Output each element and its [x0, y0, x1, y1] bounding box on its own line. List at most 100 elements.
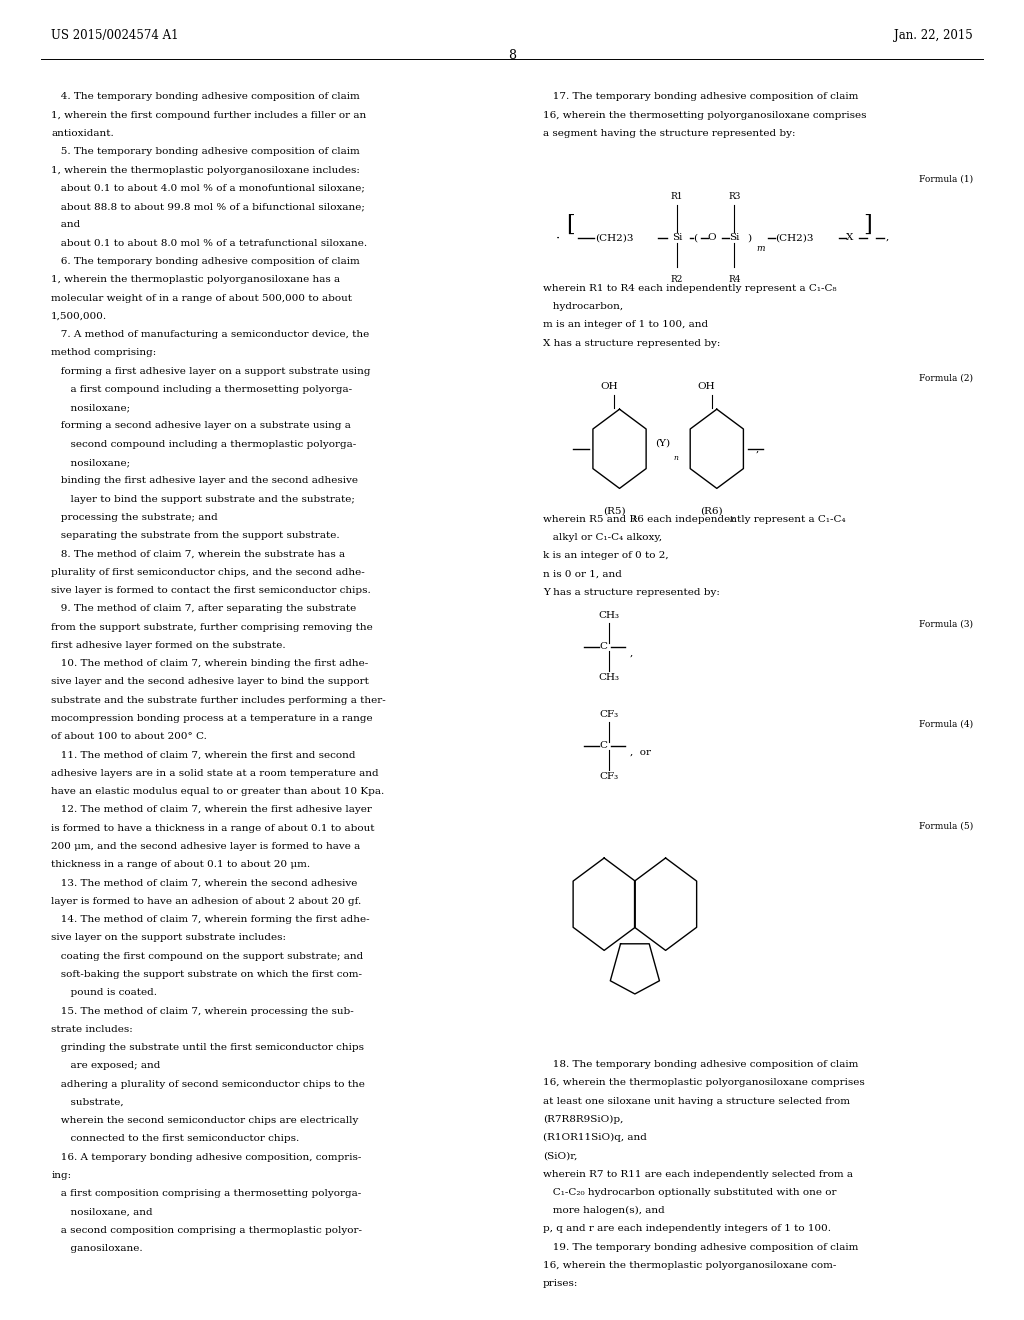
Text: a segment having the structure represented by:: a segment having the structure represent…	[543, 129, 796, 139]
Text: method comprising:: method comprising:	[51, 348, 157, 358]
Text: about 0.1 to about 8.0 mol % of a tetrafunctional siloxane.: about 0.1 to about 8.0 mol % of a tetraf…	[51, 239, 368, 248]
Text: 19. The temporary bonding adhesive composition of claim: 19. The temporary bonding adhesive compo…	[543, 1243, 858, 1251]
Text: k is an integer of 0 to 2,: k is an integer of 0 to 2,	[543, 552, 669, 561]
Text: (CH2)3: (CH2)3	[775, 234, 814, 242]
Text: (R5): (R5)	[603, 507, 626, 516]
Text: of about 100 to about 200° C.: of about 100 to about 200° C.	[51, 733, 207, 742]
Text: (CH2)3: (CH2)3	[595, 234, 634, 242]
Text: Si: Si	[672, 234, 682, 242]
Text: R4: R4	[728, 275, 740, 284]
Text: CF₃: CF₃	[600, 710, 618, 719]
Text: alkyl or C₁-C₄ alkoxy,: alkyl or C₁-C₄ alkoxy,	[543, 533, 662, 543]
Text: wherein the second semiconductor chips are electrically: wherein the second semiconductor chips a…	[51, 1117, 358, 1125]
Text: 8. The method of claim 7, wherein the substrate has a: 8. The method of claim 7, wherein the su…	[51, 549, 345, 558]
Text: 7. A method of manufacturing a semiconductor device, the: 7. A method of manufacturing a semicondu…	[51, 330, 370, 339]
Text: layer is formed to have an adhesion of about 2 about 20 gf.: layer is formed to have an adhesion of a…	[51, 896, 361, 906]
Text: Formula (1): Formula (1)	[919, 174, 973, 183]
Text: layer to bind the support substrate and the substrate;: layer to bind the support substrate and …	[51, 495, 355, 504]
Text: about 0.1 to about 4.0 mol % of a monofuntional siloxane;: about 0.1 to about 4.0 mol % of a monofu…	[51, 183, 366, 193]
Text: connected to the first semiconductor chips.: connected to the first semiconductor chi…	[51, 1134, 299, 1143]
Text: O: O	[708, 234, 716, 242]
Text: 15. The method of claim 7, wherein processing the sub-: 15. The method of claim 7, wherein proce…	[51, 1006, 354, 1015]
Text: CF₃: CF₃	[600, 772, 618, 781]
Text: Formula (2): Formula (2)	[919, 374, 973, 383]
Text: (SiO)r,: (SiO)r,	[543, 1151, 578, 1160]
Text: 5. The temporary bonding adhesive composition of claim: 5. The temporary bonding adhesive compos…	[51, 148, 360, 156]
Text: 11. The method of claim 7, wherein the first and second: 11. The method of claim 7, wherein the f…	[51, 751, 355, 759]
Text: 13. The method of claim 7, wherein the second adhesive: 13. The method of claim 7, wherein the s…	[51, 879, 357, 887]
Text: sive layer is formed to contact the first semiconductor chips.: sive layer is formed to contact the firs…	[51, 586, 371, 595]
Text: about 88.8 to about 99.8 mol % of a bifunctional siloxane;: about 88.8 to about 99.8 mol % of a bifu…	[51, 202, 366, 211]
Text: processing the substrate; and: processing the substrate; and	[51, 513, 218, 521]
Text: binding the first adhesive layer and the second adhesive: binding the first adhesive layer and the…	[51, 477, 358, 486]
Text: nosiloxane;: nosiloxane;	[51, 403, 130, 412]
Text: ,: ,	[630, 649, 633, 657]
Text: Formula (3): Formula (3)	[919, 619, 973, 628]
Text: 14. The method of claim 7, wherein forming the first adhe-: 14. The method of claim 7, wherein formi…	[51, 915, 370, 924]
Text: CH₃: CH₃	[599, 611, 620, 620]
Text: wherein R1 to R4 each independently represent a C₁-C₈: wherein R1 to R4 each independently repr…	[543, 284, 837, 293]
Text: Formula (4): Formula (4)	[919, 719, 973, 729]
Text: 16, wherein the thermoplastic polyorganosiloxane comprises: 16, wherein the thermoplastic polyorgano…	[543, 1078, 864, 1088]
Text: are exposed; and: are exposed; and	[51, 1061, 161, 1071]
Text: k: k	[633, 516, 638, 524]
Text: (: (	[693, 234, 697, 242]
Text: Jan. 22, 2015: Jan. 22, 2015	[894, 29, 973, 42]
Text: molecular weight of in a range of about 500,000 to about: molecular weight of in a range of about …	[51, 293, 352, 302]
Text: 1,500,000.: 1,500,000.	[51, 312, 108, 321]
Text: (R1OR11SiO)q, and: (R1OR11SiO)q, and	[543, 1133, 646, 1142]
Text: 10. The method of claim 7, wherein binding the first adhe-: 10. The method of claim 7, wherein bindi…	[51, 659, 369, 668]
Text: forming a second adhesive layer on a substrate using a: forming a second adhesive layer on a sub…	[51, 421, 351, 430]
Text: nosiloxane;: nosiloxane;	[51, 458, 130, 467]
Text: 18. The temporary bonding adhesive composition of claim: 18. The temporary bonding adhesive compo…	[543, 1060, 858, 1069]
Text: C: C	[599, 742, 607, 750]
Text: 1, wherein the thermoplastic polyorganosiloxane has a: 1, wherein the thermoplastic polyorganos…	[51, 275, 340, 284]
Text: coating the first compound on the support substrate; and: coating the first compound on the suppor…	[51, 952, 364, 961]
Text: 200 μm, and the second adhesive layer is formed to have a: 200 μm, and the second adhesive layer is…	[51, 842, 360, 851]
Text: p, q and r are each independently integers of 1 to 100.: p, q and r are each independently intege…	[543, 1225, 830, 1233]
Text: have an elastic modulus equal to or greater than about 10 Kpa.: have an elastic modulus equal to or grea…	[51, 787, 384, 796]
Text: separating the substrate from the support substrate.: separating the substrate from the suppor…	[51, 531, 340, 540]
Text: substrate,: substrate,	[51, 1098, 124, 1107]
Text: X: X	[846, 234, 853, 242]
Text: wherein R5 and R6 each independently represent a C₁-C₄: wherein R5 and R6 each independently rep…	[543, 515, 846, 524]
Text: antioxidant.: antioxidant.	[51, 129, 114, 139]
Text: CH₃: CH₃	[599, 673, 620, 682]
Text: [: [	[566, 214, 574, 235]
Text: 4. The temporary bonding adhesive composition of claim: 4. The temporary bonding adhesive compos…	[51, 92, 360, 102]
Text: n is 0 or 1, and: n is 0 or 1, and	[543, 570, 622, 578]
Text: is formed to have a thickness in a range of about 0.1 to about: is formed to have a thickness in a range…	[51, 824, 375, 833]
Text: second compound including a thermoplastic polyorga-: second compound including a thermoplasti…	[51, 440, 356, 449]
Text: R2: R2	[671, 275, 683, 284]
Text: 6. The temporary bonding adhesive composition of claim: 6. The temporary bonding adhesive compos…	[51, 257, 360, 265]
Text: thickness in a range of about 0.1 to about 20 μm.: thickness in a range of about 0.1 to abo…	[51, 861, 310, 870]
Text: ): )	[748, 234, 752, 242]
Text: a first composition comprising a thermosetting polyorga-: a first composition comprising a thermos…	[51, 1189, 361, 1199]
Text: first adhesive layer formed on the substrate.: first adhesive layer formed on the subst…	[51, 640, 286, 649]
Text: ,: ,	[886, 234, 889, 242]
Text: X has a structure represented by:: X has a structure represented by:	[543, 339, 720, 347]
Text: adhesive layers are in a solid state at a room temperature and: adhesive layers are in a solid state at …	[51, 768, 379, 777]
Text: R1: R1	[671, 191, 683, 201]
Text: forming a first adhesive layer on a support substrate using: forming a first adhesive layer on a supp…	[51, 367, 371, 376]
Text: and: and	[51, 220, 81, 230]
Text: 8: 8	[508, 49, 516, 62]
Text: ing:: ing:	[51, 1171, 72, 1180]
Text: m: m	[757, 244, 765, 252]
Text: sive layer and the second adhesive layer to bind the support: sive layer and the second adhesive layer…	[51, 677, 369, 686]
Text: ,  or: , or	[630, 748, 651, 756]
Text: more halogen(s), and: more halogen(s), and	[543, 1206, 665, 1216]
Text: plurality of first semiconductor chips, and the second adhe-: plurality of first semiconductor chips, …	[51, 568, 365, 577]
Text: a second composition comprising a thermoplastic polyor-: a second composition comprising a thermo…	[51, 1226, 362, 1236]
Text: ,: ,	[756, 445, 759, 453]
Text: ganosiloxane.: ganosiloxane.	[51, 1245, 142, 1253]
Text: (R7R8R9SiO)p,: (R7R8R9SiO)p,	[543, 1115, 623, 1123]
Text: strate includes:: strate includes:	[51, 1024, 133, 1034]
Text: OH: OH	[600, 381, 618, 391]
Text: C: C	[599, 643, 607, 651]
Text: adhering a plurality of second semiconductor chips to the: adhering a plurality of second semicondu…	[51, 1080, 366, 1089]
Text: C₁-C₂₀ hydrocarbon optionally substituted with one or: C₁-C₂₀ hydrocarbon optionally substitute…	[543, 1188, 837, 1197]
Text: soft-baking the support substrate on which the first com-: soft-baking the support substrate on whi…	[51, 970, 362, 979]
Text: 12. The method of claim 7, wherein the first adhesive layer: 12. The method of claim 7, wherein the f…	[51, 805, 372, 814]
Text: from the support substrate, further comprising removing the: from the support substrate, further comp…	[51, 623, 373, 631]
